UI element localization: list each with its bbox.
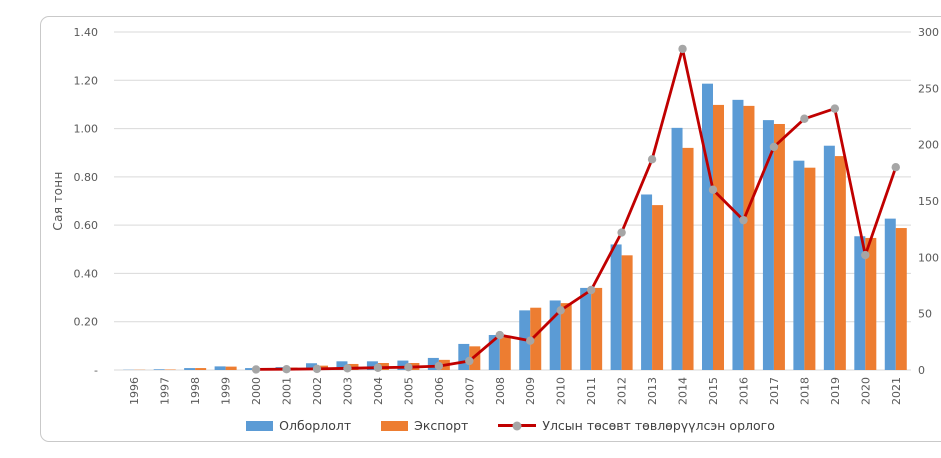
marker-state-budget-revenue-2006 xyxy=(435,362,443,370)
bar-eksport-2018 xyxy=(804,168,815,370)
marker-state-budget-revenue-2010 xyxy=(556,306,564,314)
y-right-tick-label: 50 xyxy=(918,308,932,321)
x-tick-label-1996: 1996 xyxy=(128,377,141,405)
bar-eksport-1999 xyxy=(226,367,237,370)
marker-state-budget-revenue-2001 xyxy=(282,365,290,373)
bar-eksport-2019 xyxy=(835,156,846,370)
x-tick-label-2003: 2003 xyxy=(341,377,354,405)
x-tick-label-2013: 2013 xyxy=(646,377,659,405)
left-axis-title: Сая тонн xyxy=(51,171,65,230)
bar-eksport-2015 xyxy=(713,105,724,370)
bar-olborlolt-1998 xyxy=(184,368,195,370)
x-tick-label-2016: 2016 xyxy=(737,377,750,405)
bar-olborlolt-2016 xyxy=(732,100,743,370)
x-tick-label-2018: 2018 xyxy=(798,377,811,405)
marker-state-budget-revenue-2014 xyxy=(678,45,686,53)
x-tick-label-2000: 2000 xyxy=(250,377,263,405)
y-right-tick-label: 150 xyxy=(918,195,939,208)
bar-olborlolt-2012 xyxy=(611,244,622,370)
bar-olborlolt-2013 xyxy=(641,194,652,370)
marker-state-budget-revenue-2009 xyxy=(526,337,534,345)
y-left-tick-label: 1.00 xyxy=(74,123,99,136)
marker-state-budget-revenue-2008 xyxy=(496,331,504,339)
x-tick-label-2007: 2007 xyxy=(463,377,476,405)
x-tick-label-2020: 2020 xyxy=(859,377,872,405)
bar-olborlolt-2018 xyxy=(793,161,804,370)
marker-state-budget-revenue-2016 xyxy=(739,216,747,224)
marker-state-budget-revenue-2007 xyxy=(465,357,473,365)
x-tick-label-2021: 2021 xyxy=(890,377,903,405)
bar-olborlolt-1997 xyxy=(154,369,165,370)
y-right-tick-label: 200 xyxy=(918,139,939,152)
bar-olborlolt-2007 xyxy=(458,344,469,370)
bar-olborlolt-2014 xyxy=(672,128,683,370)
y-left-tick-label: 1.20 xyxy=(74,74,99,87)
x-tick-label-2002: 2002 xyxy=(311,377,324,405)
marker-state-budget-revenue-2021 xyxy=(892,163,900,171)
marker-state-budget-revenue-2018 xyxy=(800,115,808,123)
x-tick-label-1997: 1997 xyxy=(159,377,172,405)
marker-state-budget-revenue-2012 xyxy=(617,228,625,236)
x-tick-label-2010: 2010 xyxy=(555,377,568,405)
bar-eksport-2013 xyxy=(652,205,663,370)
bar-olborlolt-2019 xyxy=(824,146,835,370)
x-tick-label-2006: 2006 xyxy=(433,377,446,405)
y-left-tick-label: 0.40 xyxy=(74,267,99,280)
bar-eksport-2014 xyxy=(683,148,694,370)
marker-state-budget-revenue-2002 xyxy=(313,365,321,373)
marker-state-budget-revenue-2017 xyxy=(770,143,778,151)
marker-state-budget-revenue-2003 xyxy=(343,364,351,372)
bar-eksport-2021 xyxy=(896,228,907,370)
bar-olborlolt-2021 xyxy=(885,219,896,370)
bar-olborlolt-2015 xyxy=(702,84,713,370)
bar-eksport-1998 xyxy=(195,368,206,370)
x-tick-label-2008: 2008 xyxy=(494,377,507,405)
bar-eksport-2011 xyxy=(591,288,602,370)
x-tick-label-2019: 2019 xyxy=(829,377,842,405)
y-left-tick-label: 0.60 xyxy=(74,219,99,232)
x-tick-label-2005: 2005 xyxy=(402,377,415,405)
x-tick-label-2014: 2014 xyxy=(677,377,690,405)
y-right-tick-label: 250 xyxy=(918,82,939,95)
marker-state-budget-revenue-2011 xyxy=(587,286,595,294)
plot-area: - 0.20 0.40 0.60 0.80 1.00 1.20 1.40 0 50 100 150 20… xyxy=(41,17,941,441)
marker-state-budget-revenue-2004 xyxy=(374,364,382,372)
bar-eksport-2008 xyxy=(500,337,511,370)
y-left-tick-label: 0.20 xyxy=(74,316,99,329)
x-tick-label-2012: 2012 xyxy=(616,377,629,405)
x-tick-label-2001: 2001 xyxy=(281,377,294,405)
marker-state-budget-revenue-2013 xyxy=(648,155,656,163)
x-tick-label-2004: 2004 xyxy=(372,377,385,405)
x-tick-label-2017: 2017 xyxy=(768,377,781,405)
marker-state-budget-revenue-2020 xyxy=(861,251,869,259)
x-tick-label-1998: 1998 xyxy=(189,377,202,405)
x-tick-label-2011: 2011 xyxy=(585,377,598,405)
x-tick-label-2015: 2015 xyxy=(707,377,720,405)
bar-eksport-2017 xyxy=(774,124,785,370)
bar-olborlolt-1999 xyxy=(215,366,226,370)
marker-state-budget-revenue-2005 xyxy=(404,363,412,371)
marker-state-budget-revenue-2015 xyxy=(709,186,717,194)
y-left-tick-label: 1.40 xyxy=(74,26,99,39)
marker-state-budget-revenue-2019 xyxy=(831,104,839,112)
y-right-tick-label: 0 xyxy=(918,364,925,377)
x-tick-label-2009: 2009 xyxy=(524,377,537,405)
bar-eksport-2016 xyxy=(743,106,754,370)
y-left-tick-label: 0.80 xyxy=(74,171,99,184)
bar-olborlolt-2011 xyxy=(580,288,591,370)
y-left-tick-label: - xyxy=(94,364,98,377)
y-right-tick-label: 300 xyxy=(918,26,939,39)
marker-state-budget-revenue-2000 xyxy=(252,365,260,373)
bar-eksport-2012 xyxy=(622,255,633,370)
y-right-tick-label: 100 xyxy=(918,251,939,264)
x-tick-label-1999: 1999 xyxy=(220,377,233,405)
mining-export-revenue-chart: - 0.20 0.40 0.60 0.80 1.00 1.20 1.40 0 50 100 150 20… xyxy=(40,16,941,442)
